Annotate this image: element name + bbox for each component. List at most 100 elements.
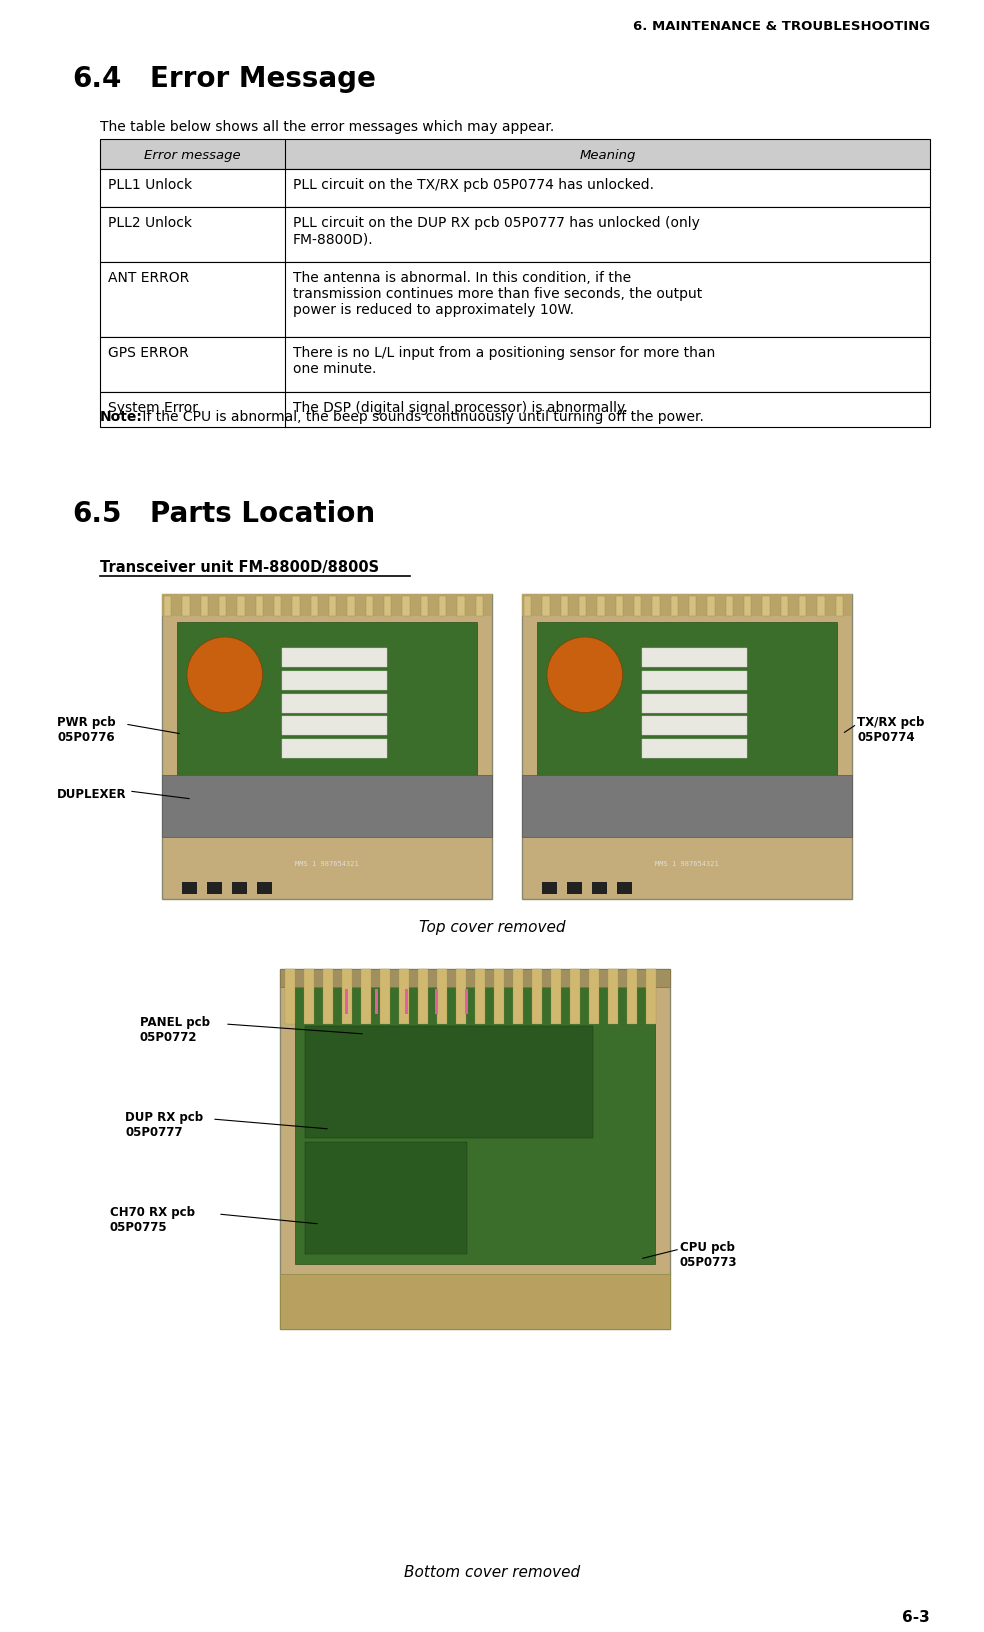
Bar [456, 969, 465, 1025]
Bar [280, 1275, 670, 1328]
Text: Transceiver unit FM-8800D/8800S: Transceiver unit FM-8800D/8800S [100, 560, 379, 574]
Bar [100, 140, 930, 170]
Bar [207, 883, 222, 894]
Bar [763, 597, 769, 617]
Bar [642, 650, 747, 667]
Bar [162, 594, 492, 899]
Bar [405, 989, 408, 1015]
Bar [164, 597, 171, 617]
Bar [475, 969, 484, 1025]
Circle shape [187, 638, 263, 713]
Bar [627, 969, 637, 1025]
Text: 6.4: 6.4 [72, 65, 121, 93]
Text: PANEL pcb
05P0772: PANEL pcb 05P0772 [140, 1015, 210, 1043]
Bar [634, 597, 642, 617]
Circle shape [547, 638, 623, 713]
Text: There is no L/L input from a positioning sensor for more than
one minute.: There is no L/L input from a positioning… [293, 346, 715, 375]
Bar [522, 594, 852, 899]
Bar [384, 597, 392, 617]
Bar [237, 597, 245, 617]
Bar [329, 597, 337, 617]
Bar [100, 393, 930, 428]
Bar [835, 597, 843, 617]
Bar [375, 989, 378, 1015]
Bar [162, 594, 492, 617]
Bar [402, 597, 409, 617]
Text: The DSP (digital signal processor) is abnormally.: The DSP (digital signal processor) is ab… [293, 401, 628, 415]
Text: 6. MAINTENANCE & TROUBLESHOOTING: 6. MAINTENANCE & TROUBLESHOOTING [633, 20, 930, 33]
Bar [818, 597, 825, 617]
Text: 6-3: 6-3 [902, 1609, 930, 1624]
Bar [256, 597, 263, 617]
Bar [458, 597, 464, 617]
Bar [437, 969, 447, 1025]
Text: 6.5: 6.5 [72, 499, 121, 527]
Bar [465, 989, 468, 1015]
Bar [100, 338, 930, 393]
Bar [162, 775, 492, 837]
Bar [280, 969, 670, 987]
Bar [285, 969, 294, 1025]
Bar [274, 597, 281, 617]
Bar [399, 969, 408, 1025]
Text: The antenna is abnormal. In this condition, if the
transmission continues more t: The antenna is abnormal. In this conditi… [293, 271, 703, 317]
Bar [345, 989, 348, 1015]
Bar [182, 883, 197, 894]
Text: PLL circuit on the TX/RX pcb 05P0774 has unlocked.: PLL circuit on the TX/RX pcb 05P0774 has… [293, 178, 654, 193]
Text: PLL circuit on the DUP RX pcb 05P0777 has unlocked (only
FM-8800D).: PLL circuit on the DUP RX pcb 05P0777 ha… [293, 215, 700, 246]
Bar [537, 623, 837, 832]
Bar [292, 597, 300, 617]
Bar [282, 650, 387, 667]
Bar [642, 672, 747, 690]
Bar [475, 597, 483, 617]
Bar [551, 969, 561, 1025]
Bar [282, 694, 387, 713]
Text: MMS 1 987654321: MMS 1 987654321 [295, 860, 359, 867]
Bar [642, 716, 747, 736]
Text: CPU pcb
05P0773: CPU pcb 05P0773 [680, 1240, 737, 1268]
Bar [418, 969, 427, 1025]
Text: PWR pcb
05P0776: PWR pcb 05P0776 [57, 715, 116, 744]
Bar [361, 969, 371, 1025]
Bar [100, 207, 930, 263]
Bar [567, 883, 582, 894]
Bar [744, 597, 752, 617]
Bar [177, 623, 477, 832]
Bar [305, 1142, 467, 1255]
Bar [597, 597, 604, 617]
Bar [100, 263, 930, 338]
Text: ANT ERROR: ANT ERROR [108, 271, 189, 286]
Bar [646, 969, 655, 1025]
Bar [347, 597, 354, 617]
Bar [366, 597, 373, 617]
Bar [494, 969, 504, 1025]
Bar [304, 969, 314, 1025]
Text: PLL1 Unlock: PLL1 Unlock [108, 178, 192, 193]
Bar [435, 989, 438, 1015]
Bar [201, 597, 208, 617]
Bar [561, 597, 568, 617]
Text: MMS 1 987654321: MMS 1 987654321 [655, 860, 719, 867]
Text: DUPLEXER: DUPLEXER [57, 788, 127, 801]
Bar [689, 597, 697, 617]
Bar [642, 739, 747, 759]
Bar [542, 597, 550, 617]
Bar [780, 597, 788, 617]
Bar [232, 883, 247, 894]
Bar [305, 1027, 593, 1138]
Bar [421, 597, 428, 617]
Text: The table below shows all the error messages which may appear.: The table below shows all the error mess… [100, 119, 554, 134]
Bar [532, 969, 541, 1025]
Text: Error message: Error message [145, 149, 241, 162]
Text: GPS ERROR: GPS ERROR [108, 346, 189, 359]
Bar [182, 597, 190, 617]
Text: Top cover removed: Top cover removed [419, 919, 565, 935]
Bar [342, 969, 351, 1025]
Bar [652, 597, 659, 617]
Bar [295, 984, 655, 1265]
Bar [513, 969, 523, 1025]
Text: If the CPU is abnormal, the beep sounds continuously until turning off the power: If the CPU is abnormal, the beep sounds … [138, 410, 704, 424]
Text: Meaning: Meaning [580, 149, 636, 162]
Text: CH70 RX pcb
05P0775: CH70 RX pcb 05P0775 [110, 1206, 195, 1234]
Bar [642, 694, 747, 713]
